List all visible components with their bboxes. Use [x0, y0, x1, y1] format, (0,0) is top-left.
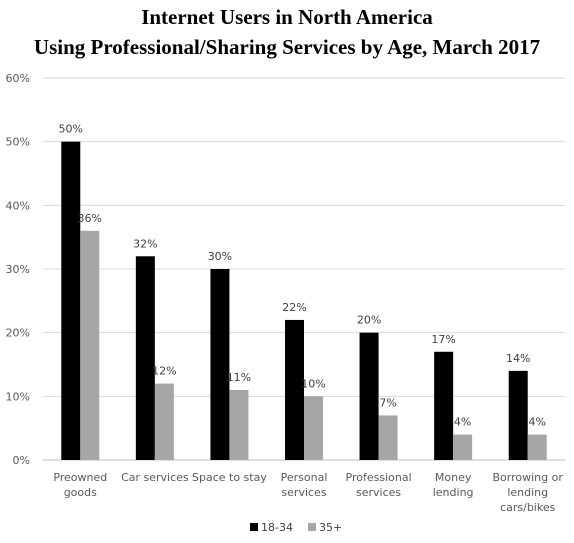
bar-1834-3	[285, 319, 304, 460]
category-label: Money	[435, 471, 472, 484]
data-label: 4%	[454, 416, 471, 429]
data-label: 32%	[133, 237, 157, 250]
y-axis-ticks: 0% 10% 20% 30% 40% 50% 60%	[6, 72, 30, 467]
legend-label: 18-34	[261, 521, 293, 534]
category-label: services	[356, 486, 401, 499]
category-label: lending	[433, 486, 474, 499]
chart-title: Internet Users in North America Using Pro…	[34, 5, 540, 59]
bar-35-6	[527, 434, 547, 460]
data-label: 12%	[152, 365, 176, 378]
bar-1834-0	[61, 141, 81, 460]
bars	[61, 141, 547, 460]
data-label: 20%	[357, 314, 381, 327]
y-tick-label: 20%	[6, 327, 30, 340]
category-label: Borrowing or	[493, 471, 564, 484]
y-tick-label: 0%	[13, 454, 30, 467]
data-label: 30%	[208, 250, 232, 263]
bar-1834-1	[135, 256, 155, 460]
data-label: 4%	[528, 416, 545, 429]
data-label: 7%	[379, 396, 396, 409]
bar-35-5	[453, 434, 473, 460]
bar-35-0	[80, 230, 100, 460]
bar-1834-5	[434, 351, 454, 460]
category-label: Professional	[346, 471, 412, 484]
bar-1834-2	[210, 269, 230, 460]
category-label: cars/bikes	[500, 501, 556, 514]
legend-swatch	[250, 523, 258, 531]
data-labels: 50% 36% 32% 12% 30% 11% 22% 10% 20% 7% 17% 4% 14% 4%	[59, 123, 546, 429]
data-label: 17%	[431, 333, 455, 346]
category-label: Preowned	[53, 471, 107, 484]
category-label: lending	[507, 486, 548, 499]
y-tick-label: 30%	[6, 263, 30, 276]
bar-35-2	[229, 389, 249, 460]
data-label: 22%	[282, 301, 306, 314]
chart-title-line: Internet Users in North America	[141, 5, 433, 29]
y-tick-label: 40%	[6, 199, 30, 212]
category-label: goods	[64, 486, 97, 499]
bar-35-4	[378, 415, 398, 460]
data-label: 36%	[78, 212, 102, 225]
bar-35-1	[154, 383, 174, 460]
bar-1834-6	[508, 370, 528, 460]
legend-swatch	[308, 523, 316, 531]
y-tick-label: 60%	[6, 72, 30, 85]
data-label: 10%	[301, 377, 325, 390]
bar-1834-4	[359, 332, 379, 460]
chart-title-line: Using Professional/Sharing Services by A…	[34, 35, 540, 59]
data-label: 14%	[506, 352, 530, 365]
category-label: Personal	[281, 471, 328, 484]
bar-35-3	[304, 396, 323, 460]
legend: 18-34 35+	[250, 521, 342, 534]
category-label: Car services	[121, 471, 189, 484]
category-label: services	[281, 486, 326, 499]
category-label: Space to stay	[192, 471, 267, 484]
data-label: 50%	[59, 123, 83, 136]
y-tick-label: 50%	[6, 136, 30, 149]
y-tick-label: 10%	[6, 390, 30, 403]
data-label: 11%	[227, 371, 251, 384]
legend-label: 35+	[319, 521, 342, 534]
category-labels: Preowned goods Car services Space to stay Pe…	[53, 471, 563, 514]
